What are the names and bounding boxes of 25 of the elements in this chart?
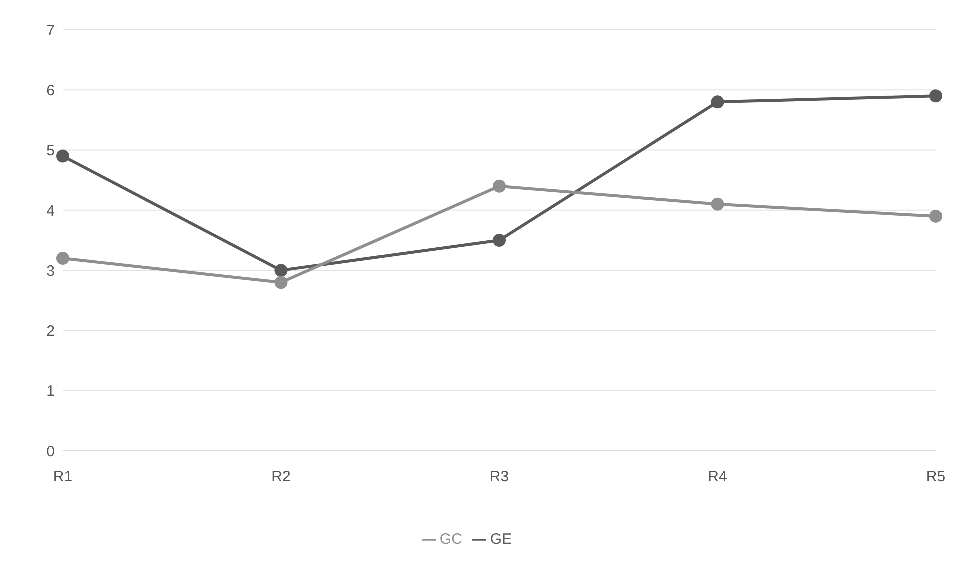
y-tick-label: 5 xyxy=(46,142,55,160)
y-tick-label: 4 xyxy=(46,202,55,220)
x-tick-label: R5 xyxy=(926,468,946,486)
legend-label: GC xyxy=(440,531,462,548)
point xyxy=(930,210,942,223)
point xyxy=(274,276,288,290)
x-tick-label: R2 xyxy=(272,468,291,486)
point xyxy=(930,90,942,103)
x-tick-label: R3 xyxy=(490,468,510,486)
x-tick-label: R1 xyxy=(53,468,73,486)
point xyxy=(493,180,506,193)
point xyxy=(274,264,288,278)
y-tick-label: 7 xyxy=(46,22,55,40)
y-tick-label: 2 xyxy=(46,323,55,340)
point xyxy=(493,234,506,247)
x-tick-label: R4 xyxy=(708,468,728,486)
point xyxy=(56,252,70,266)
y-tick-label: 6 xyxy=(46,82,55,100)
y-tick-label: 0 xyxy=(46,443,55,460)
point xyxy=(711,198,724,211)
y-tick-label: 3 xyxy=(46,262,55,280)
point xyxy=(56,150,70,163)
y-tick-label: 1 xyxy=(46,383,55,400)
legend-label: GE xyxy=(490,531,512,548)
point xyxy=(711,96,724,109)
